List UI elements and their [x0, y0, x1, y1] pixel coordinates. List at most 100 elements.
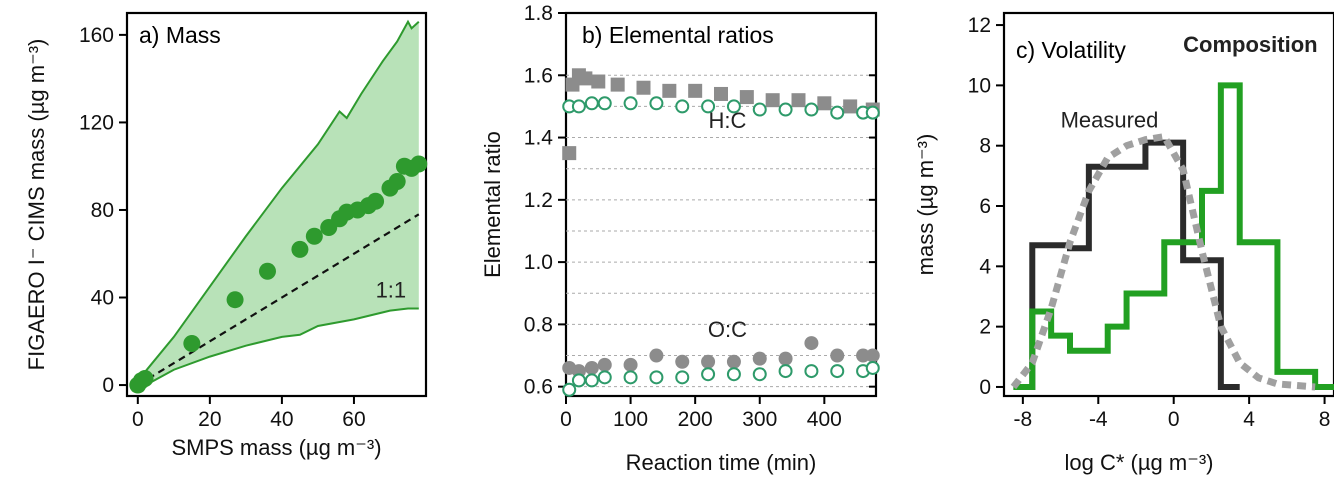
composition-step-line: [1013, 82, 1334, 390]
oc-circle-marker: [597, 357, 612, 372]
open-circle-marker: [830, 105, 845, 120]
oc-circle-marker: [865, 348, 880, 363]
y-tick-label: 40: [91, 287, 114, 310]
data-point: [226, 291, 244, 309]
data-point: [183, 334, 201, 352]
oc-circle-marker: [752, 351, 767, 366]
hc-square-marker: [562, 146, 577, 161]
hc-square-marker: [817, 96, 832, 111]
data-point: [367, 192, 385, 210]
hc-square-marker: [739, 90, 754, 105]
oc-circle-marker: [856, 348, 871, 363]
y-tick-label: 160: [79, 24, 114, 47]
open-circle-marker: [726, 99, 741, 114]
x-tick-label: -8: [1014, 408, 1033, 431]
measured-label: Measured: [1061, 108, 1159, 133]
data-point: [410, 155, 428, 173]
data-point: [258, 262, 276, 280]
y-tick-label: 1.8: [524, 2, 553, 25]
oc-label: O:C: [708, 317, 747, 342]
hc-label: H:C: [709, 108, 747, 133]
hc-square-marker: [610, 77, 625, 92]
measured-step-line: [1013, 139, 1240, 390]
y-axis-label: FIGAERO I⁻ CIMS mass (µg m⁻³): [24, 39, 49, 371]
hc-square-marker: [843, 99, 858, 114]
oc-circle-marker: [584, 360, 599, 375]
x-tick-label: 300: [742, 408, 777, 431]
composition-label: Composition: [1183, 32, 1317, 57]
one-to-one-label: 1:1: [376, 278, 407, 303]
open-circle-marker: [649, 96, 664, 111]
y-tick-label: 1.0: [524, 251, 553, 274]
y-tick-label: 2: [979, 316, 991, 339]
plot-frame: [125, 11, 428, 398]
y-tick-label: 1.4: [524, 127, 554, 150]
data-point: [305, 227, 323, 245]
hc-square-marker: [578, 71, 593, 86]
hc-square-marker: [662, 83, 677, 98]
hc-square-marker: [636, 80, 651, 95]
one-to-one-line: [137, 213, 420, 386]
open-circle-marker: [701, 99, 716, 114]
x-axis-label: Reaction time (min): [626, 450, 817, 475]
oc-circle-marker: [701, 354, 716, 369]
y-tick-label: 0: [102, 374, 114, 397]
y-tick-label: 80: [91, 199, 114, 222]
open-circle-marker: [804, 364, 819, 379]
panel-title: c) Volatility: [1016, 37, 1126, 63]
data-point: [291, 240, 309, 258]
open-circle-marker: [830, 364, 845, 379]
open-circle-marker: [597, 370, 612, 385]
x-tick-label: -4: [1089, 408, 1108, 431]
y-tick-label: 8: [979, 135, 991, 158]
open-circle-marker: [778, 102, 793, 117]
open-circle-marker: [865, 105, 880, 120]
plot-frame: [1002, 11, 1334, 398]
x-tick-label: 20: [198, 408, 221, 431]
y-tick-label: 12: [968, 14, 991, 37]
y-axis-label: Elemental ratio: [480, 131, 505, 278]
y-tick-label: 1.6: [524, 64, 553, 87]
open-circle-marker: [865, 360, 880, 375]
x-tick-label: 100: [613, 408, 648, 431]
y-axis-label: mass (µg m⁻³): [913, 134, 938, 276]
x-tick-label: 0: [1168, 408, 1180, 431]
open-circle-marker: [778, 364, 793, 379]
y-tick-label: 0.8: [524, 313, 553, 336]
x-axis-label: log C* (µg m⁻³): [1065, 450, 1214, 475]
x-tick-label: 8: [1319, 408, 1331, 431]
panel-a: 0 20 40 60 0 40 80 120 160 1:1 a) Mass SMPS mass (µ…: [24, 11, 428, 460]
panel-title: b) Elemental ratios: [582, 22, 774, 48]
plot-frame: [564, 11, 878, 398]
x-tick-label: 60: [342, 408, 365, 431]
x-tick-label: 0: [132, 408, 144, 431]
open-circle-marker: [623, 96, 638, 111]
open-circle-marker: [804, 102, 819, 117]
hc-square-marker: [765, 93, 780, 108]
x-tick-label: 40: [270, 408, 293, 431]
oc-circle-marker: [726, 354, 741, 369]
oc-circle-marker: [804, 336, 819, 351]
panel-b: 0 100 200 300 400 0.6 0.8 1.0 1.2 1.4 1.6 1.8 H:C O:C…: [480, 2, 880, 475]
oc-circle-marker: [649, 348, 664, 363]
open-circle-marker: [571, 99, 586, 114]
x-tick-label: 4: [1243, 408, 1255, 431]
x-tick-label: 0: [560, 408, 572, 431]
y-tick-label: 0: [979, 376, 991, 399]
band-lower-line: [137, 307, 419, 391]
panel-c: -8 -4 0 4 8 0 2 4 6 8 10 12 Measured Composition c) Vo…: [913, 11, 1334, 475]
x-tick-label: 200: [678, 408, 713, 431]
band-upper-line: [137, 19, 420, 382]
open-circle-marker: [584, 373, 599, 388]
data-point: [388, 173, 406, 191]
open-circle-marker: [701, 367, 716, 382]
x-axis-label: SMPS mass (µg m⁻³): [171, 435, 381, 460]
open-circle-marker: [649, 370, 664, 385]
y-tick-label: 1.2: [524, 189, 553, 212]
x-tick-label: 400: [807, 408, 842, 431]
y-tick-label: 6: [979, 195, 991, 218]
open-circle-marker: [752, 367, 767, 382]
oc-circle-marker: [830, 348, 845, 363]
open-circle-marker: [562, 382, 577, 397]
